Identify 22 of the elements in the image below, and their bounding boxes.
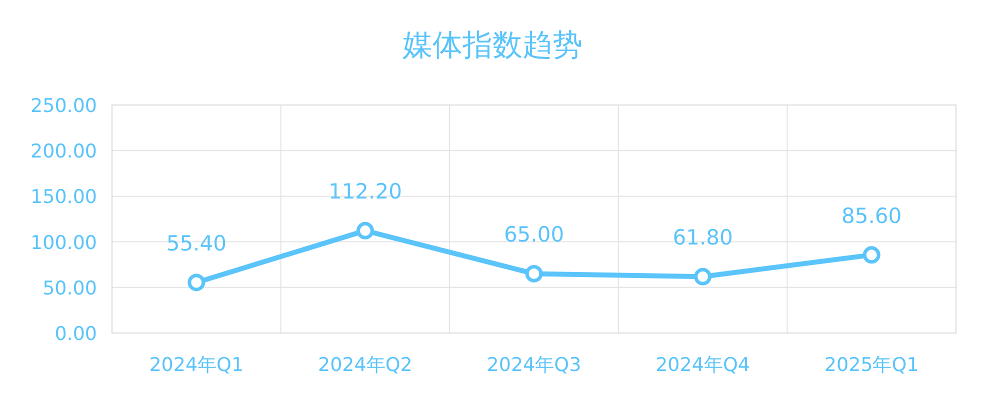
point (862, 246, 880, 264)
x-tick-label: 2024年Q3 (486, 354, 582, 376)
y-tick-label: 150.00 (30, 186, 97, 208)
y-tick-label: 50.00 (42, 277, 97, 300)
y-tick-label: 200.00 (30, 140, 97, 163)
data-label: 55.40 (166, 231, 226, 256)
y-tick-label: 0.00 (54, 323, 97, 345)
data-label: 65.00 (504, 222, 564, 247)
data-label: 61.80 (672, 226, 733, 250)
x-tick-label: 2024年Q2 (318, 354, 412, 376)
x-tick-label: 2025年Q1 (824, 354, 919, 376)
point (525, 264, 543, 282)
y-tick-label: 250.00 (30, 95, 97, 117)
x-tick-label: 2024年Q4 (656, 354, 750, 376)
point (694, 268, 712, 286)
data-label: 112.20 (328, 180, 402, 204)
chart-title: 媒体指数趋势 (402, 28, 582, 63)
x-tick-label: 2024年Q1 (149, 354, 244, 376)
point (356, 222, 374, 240)
data-label: 85.60 (842, 204, 902, 228)
point (188, 274, 206, 292)
y-tick-label: 100.00 (30, 232, 97, 254)
